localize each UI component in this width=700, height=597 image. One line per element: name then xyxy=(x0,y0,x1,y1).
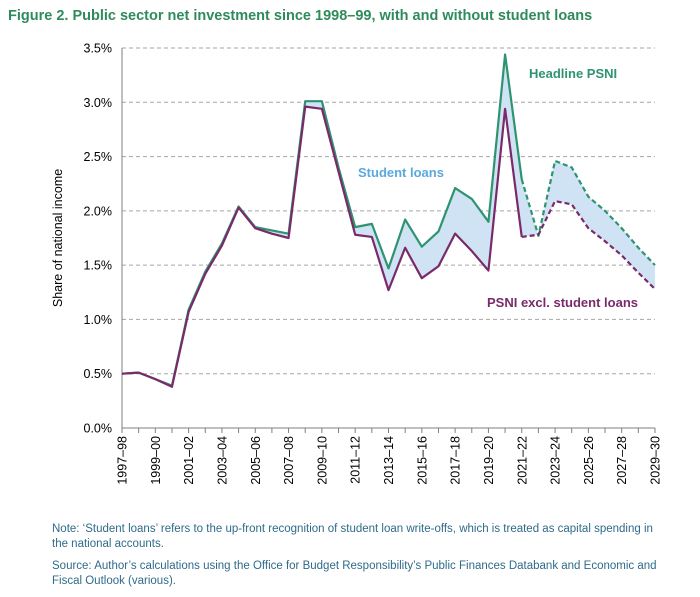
headline-psni-point xyxy=(454,187,456,189)
x-tick-label: 2005–06 xyxy=(249,436,263,485)
x-tick-label: 2029–30 xyxy=(649,436,663,485)
x-tick-label: 2013–14 xyxy=(382,436,396,485)
psni-excl-student-loans-point xyxy=(204,273,206,275)
x-tick-label: 2011–12 xyxy=(349,436,363,484)
x-tick-label: 2025–26 xyxy=(582,436,596,485)
headline-psni-point xyxy=(604,210,606,212)
x-tick-label: 2009–10 xyxy=(315,436,329,485)
chart-title: Figure 2. Public sector net investment s… xyxy=(8,8,593,24)
headline-psni-point xyxy=(404,218,406,220)
psni-excl-student-loans-point xyxy=(654,288,656,290)
headline-psni-point xyxy=(587,196,589,198)
y-tick-label: 2.5% xyxy=(84,150,113,164)
psni-excl-student-loans-point xyxy=(387,289,389,291)
chart-source: Source: Author’s calculations using the … xyxy=(52,560,657,587)
psni-excl-student-loans-point xyxy=(171,386,173,388)
x-tick-label: 1997–98 xyxy=(116,436,130,485)
psni-excl-student-loans-point xyxy=(304,105,306,107)
psni-excl-student-loans-line xyxy=(121,105,523,388)
psni-excl-student-loans-point xyxy=(454,232,456,234)
x-tick-label: 2019–20 xyxy=(482,436,496,485)
psni-excl-student-loans-point xyxy=(137,371,139,373)
psni-excl-student-loans-point xyxy=(587,227,589,229)
x-tick-label: 1999–00 xyxy=(149,436,163,485)
x-tick-label: 2027–28 xyxy=(615,436,629,485)
y-tick-label: 2.0% xyxy=(84,204,113,218)
x-tick-label: 2001–02 xyxy=(182,436,196,485)
y-tick-label: 1.5% xyxy=(84,259,113,273)
y-tick-label: 1.0% xyxy=(84,313,113,327)
psni-excl-student-loans-point xyxy=(471,250,473,252)
psni-excl-student-loans-point xyxy=(604,240,606,242)
psni-excl-student-loans-point xyxy=(354,234,356,236)
psni-excl-student-loans-point xyxy=(620,254,622,256)
student-loans-area xyxy=(122,54,655,387)
psni-excl-student-loans-point xyxy=(437,265,439,267)
y-tick-label: 3.5% xyxy=(84,42,113,56)
psni-excl-student-loans-point xyxy=(154,378,156,380)
headline-psni-point xyxy=(304,100,306,102)
line-chart: 0.0% 0.5% 1.0% 1.5% 2.0% 2.5% 3.0% 3.5% 1997–98 1… xyxy=(51,42,663,485)
headline-psni-point xyxy=(371,223,373,225)
student-loans-label: Student loans xyxy=(358,165,444,180)
headline-psni-point xyxy=(337,166,339,168)
headline-psni-point xyxy=(387,267,389,269)
x-tick-label: 2003–04 xyxy=(215,436,229,485)
psni-excl-student-loans-point xyxy=(571,203,573,205)
headline-psni-forecast-line xyxy=(520,159,656,266)
psni-excl-student-loans-forecast-line xyxy=(521,199,656,290)
psni-excl-student-loans-point xyxy=(371,236,373,238)
headline-psni-point xyxy=(321,100,323,102)
headline-psni-point xyxy=(504,53,506,55)
psni-excl-student-loans-point xyxy=(254,227,256,229)
y-axis-label: Share of national income xyxy=(51,169,65,307)
x-tick-label: 2007–08 xyxy=(282,436,296,485)
headline-psni-point xyxy=(354,226,356,228)
psni-excl-student-loans-point xyxy=(121,373,123,375)
psni-excl-student-loans-point xyxy=(237,206,239,208)
psni-excl-student-loans-point xyxy=(271,232,273,234)
headline-psni-point xyxy=(571,166,573,168)
psni-excl-student-loans-point xyxy=(637,272,639,274)
psni-excl-label: PSNI excl. student loans xyxy=(487,295,638,310)
headline-psni-point xyxy=(654,264,656,266)
headline-psni-point xyxy=(521,178,523,180)
chart-note: Note: ‘Student loans’ refers to the up-f… xyxy=(52,523,653,550)
psni-excl-student-loans-point xyxy=(187,311,189,313)
psni-excl-student-loans-point xyxy=(554,200,556,202)
psni-excl-student-loans-point xyxy=(487,269,489,271)
y-tick-label: 0.5% xyxy=(84,367,113,381)
psni-excl-student-loans-point xyxy=(521,236,523,238)
psni-excl-student-loans-point xyxy=(287,237,289,239)
headline-psni-point xyxy=(421,245,423,247)
headline-psni-point xyxy=(437,230,439,232)
headline-psni-point xyxy=(187,308,189,310)
headline-psni-point xyxy=(221,242,223,244)
psni-excl-student-loans-point xyxy=(421,277,423,279)
x-tick-label: 2017–18 xyxy=(449,436,463,485)
psni-excl-student-loans-point xyxy=(337,171,339,173)
headline-psni-point xyxy=(620,227,622,229)
headline-psni-label: Headline PSNI xyxy=(529,66,617,81)
headline-psni-point xyxy=(554,160,556,162)
headline-psni-point xyxy=(487,221,489,223)
psni-excl-student-loans-point xyxy=(404,247,406,249)
headline-psni-point xyxy=(287,232,289,234)
headline-psni-point xyxy=(637,247,639,249)
psni-excl-student-loans-point xyxy=(221,244,223,246)
x-tick-label: 2021–22 xyxy=(515,436,529,485)
psni-excl-student-loans-point xyxy=(504,108,506,110)
headline-psni-point xyxy=(271,229,273,231)
y-tick-label: 3.0% xyxy=(84,96,113,110)
headline-psni-point xyxy=(204,270,206,272)
headline-psni-point xyxy=(471,198,473,200)
y-tick-label: 0.0% xyxy=(84,422,113,436)
x-tick-label: 2023–24 xyxy=(549,436,563,485)
x-tick-label: 2015–16 xyxy=(415,436,429,485)
psni-excl-student-loans-point xyxy=(321,108,323,110)
psni-excl-student-loans-point xyxy=(537,234,539,236)
